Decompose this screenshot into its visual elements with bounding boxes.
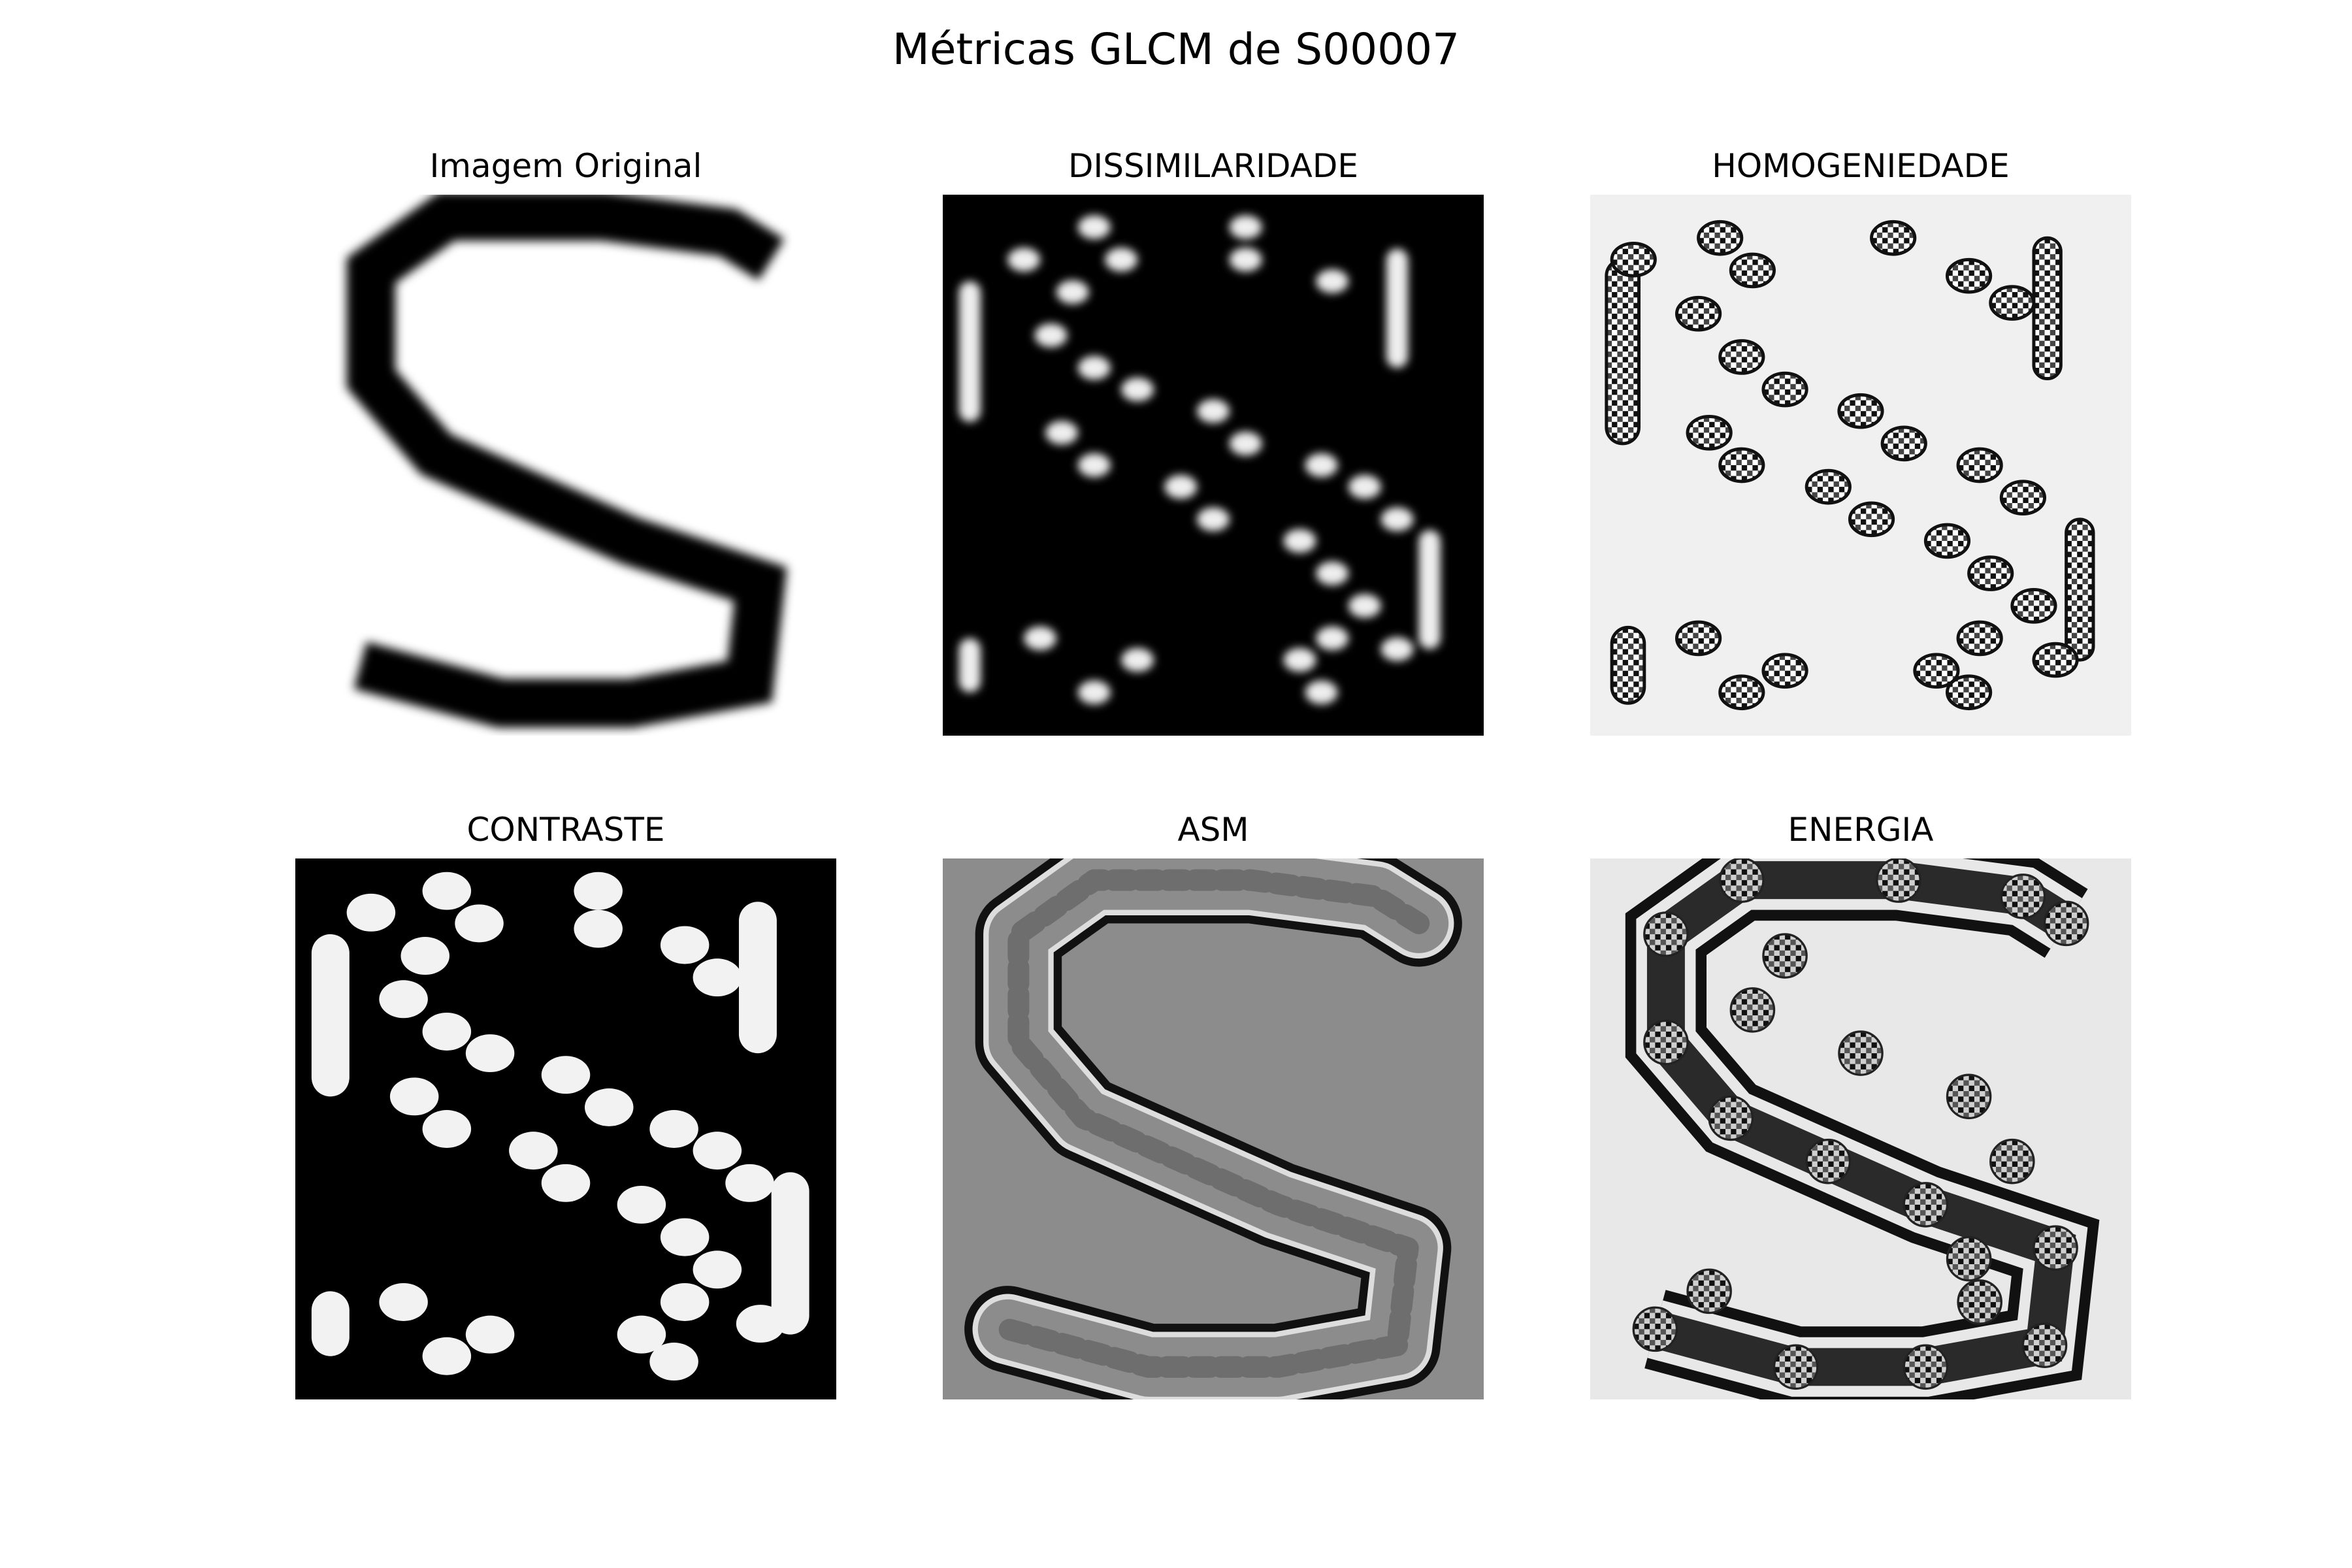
panel-homogeniedade: HOMOGENIEDADE [1590, 146, 2131, 736]
panel-title-contraste: CONTRASTE [466, 811, 665, 849]
panel-title-imagem-original: Imagem Original [429, 147, 702, 185]
panel-title-homogeniedade: HOMOGENIEDADE [1712, 147, 2010, 185]
homogeniedade-map [1590, 195, 2131, 736]
original-letter-image [295, 195, 836, 736]
dissimilaridade-map [943, 195, 1484, 736]
panel-asm: ASM [943, 810, 1484, 1399]
panel-imagem-original: Imagem Original [295, 146, 836, 736]
asm-map [943, 858, 1484, 1399]
panel-title-energia: ENERGIA [1788, 811, 1934, 849]
panel-title-asm: ASM [1177, 811, 1249, 849]
panel-dissimilaridade: DISSIMILARIDADE [943, 146, 1484, 736]
contraste-map [295, 858, 836, 1399]
panel-contraste: CONTRASTE [295, 810, 836, 1399]
panel-title-dissimilaridade: DISSIMILARIDADE [1068, 147, 1358, 185]
energia-map [1590, 858, 2131, 1399]
panel-energia: ENERGIA [1590, 810, 2131, 1399]
figure-title: Métricas GLCM de S00007 [892, 24, 1460, 74]
